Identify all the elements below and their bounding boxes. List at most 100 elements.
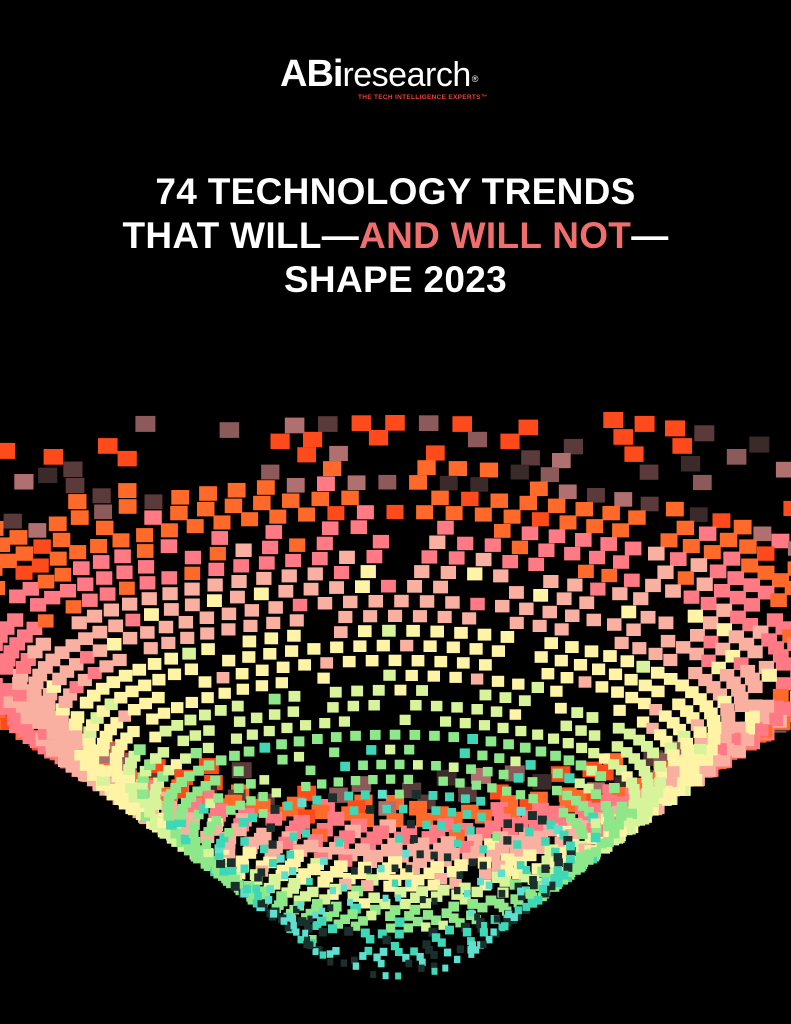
mosaic-tile (162, 801, 174, 812)
mosaic-tile (667, 749, 680, 761)
mosaic-tile (106, 676, 121, 689)
mosaic-tile (185, 792, 197, 802)
mosaic-tile (114, 549, 131, 564)
mosaic-tile (139, 576, 156, 590)
mosaic-tile (466, 826, 475, 835)
mosaic-tile (104, 723, 117, 736)
mosaic-tile (207, 594, 222, 607)
mosaic-tile (90, 539, 108, 554)
mosaic-tile (588, 730, 601, 741)
mosaic-tile (458, 882, 471, 894)
mosaic-tile (519, 886, 531, 897)
mosaic-tile (233, 559, 250, 573)
mosaic-tile (230, 733, 242, 744)
mosaic-tile (757, 546, 775, 561)
mosaic-tile (686, 712, 700, 724)
mosaic-tile (394, 789, 404, 799)
mosaic-tile (394, 929, 404, 939)
mosaic-tile (437, 520, 454, 535)
mosaic-tile (49, 551, 67, 566)
mosaic-tile (713, 584, 731, 598)
mosaic-tile (575, 502, 593, 517)
mosaic-tile (499, 876, 512, 887)
mosaic-tile (423, 640, 437, 652)
mosaic-tile (98, 438, 118, 454)
mosaic-tile (650, 666, 665, 679)
mosaic-tile (229, 750, 240, 761)
mosaic-tile (628, 510, 646, 525)
mosaic-tile (15, 565, 33, 580)
mosaic-tile (431, 967, 438, 975)
mosaic-tile (328, 793, 337, 803)
mosaic-tile (467, 937, 475, 946)
mosaic-tile (318, 416, 338, 432)
mosaic-tile (135, 415, 156, 432)
mosaic-tile (382, 804, 391, 814)
mosaic-tile (364, 865, 371, 874)
mosaic-tile (233, 716, 246, 727)
mosaic-tile (388, 609, 403, 622)
mosaic-tile (498, 769, 509, 780)
mosaic-tile (268, 601, 283, 614)
mosaic-tile (514, 823, 524, 832)
mosaic-tile (614, 492, 633, 507)
mosaic-tile (312, 948, 319, 956)
mosaic-tile (741, 558, 759, 573)
mosaic-tile (300, 891, 312, 902)
mosaic-tile (266, 823, 275, 832)
mosaic-tile (178, 616, 194, 629)
mosaic-tile (704, 707, 718, 720)
mosaic-tile (383, 669, 396, 681)
mosaic-tile (479, 861, 487, 870)
mosaic-tile (687, 609, 703, 623)
mosaic-tile (55, 721, 70, 734)
mosaic-tile (297, 935, 305, 944)
mosaic-tile (783, 500, 791, 517)
mosaic-tile (99, 587, 116, 601)
mosaic-tile (301, 781, 311, 792)
mosaic-tile (257, 868, 266, 877)
mosaic-tile (86, 754, 100, 766)
mosaic-tile (214, 705, 227, 716)
mosaic-tile (459, 894, 471, 905)
mosaic-tile (366, 910, 377, 921)
mosaic-tile (625, 808, 637, 819)
mosaic-tile (538, 884, 547, 894)
mosaic-tile (566, 867, 576, 878)
mosaic-tile (224, 498, 243, 513)
mosaic-tile (603, 412, 624, 428)
mosaic-tile (366, 550, 383, 564)
mosaic-tile (166, 819, 177, 830)
mosaic-tile (668, 756, 681, 768)
mosaic-tile (125, 613, 141, 627)
mosaic-tile (144, 494, 163, 509)
mosaic-tile (530, 881, 538, 890)
mosaic-tile (153, 777, 165, 788)
mosaic-tile (462, 612, 477, 625)
mosaic-tile (608, 668, 623, 681)
mosaic-tile (452, 416, 472, 432)
mosaic-tile (624, 673, 638, 686)
mosaic-tile (625, 691, 639, 704)
mosaic-tile (268, 709, 281, 720)
mosaic-tile (73, 561, 90, 576)
mosaic-tile (437, 938, 446, 947)
mosaic-tile (551, 874, 560, 883)
mosaic-tile (297, 901, 304, 909)
mosaic-tile (612, 523, 630, 538)
mosaic-tile (469, 643, 483, 655)
mosaic-tile (289, 915, 297, 923)
mosaic-tile (621, 771, 633, 782)
mosaic-tile (680, 755, 694, 767)
mosaic-tile (565, 855, 575, 864)
mosaic-tile (503, 509, 521, 524)
mosaic-tile (355, 580, 370, 593)
mosaic-tile (365, 805, 375, 814)
mosaic-tile (559, 830, 569, 840)
mosaic-tile (584, 645, 599, 658)
mosaic-tile (287, 883, 300, 894)
mosaic-tile (532, 729, 544, 740)
mosaic-tile (146, 713, 159, 725)
mosaic-tile (170, 828, 182, 839)
mosaic-tile (334, 626, 348, 639)
